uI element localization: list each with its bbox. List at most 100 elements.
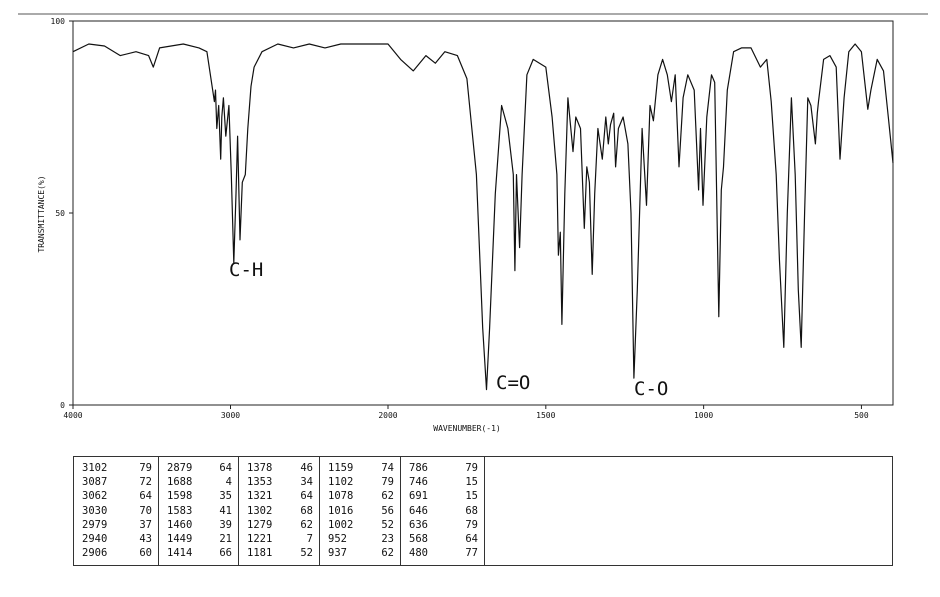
peak-wavenumber: 691	[409, 490, 428, 503]
peak-transmittance: 39	[219, 518, 232, 531]
peak-wavenumber: 952	[328, 533, 347, 546]
peak-wavenumber: 1353	[247, 476, 273, 489]
peak-wavenumber: 1449	[167, 533, 193, 546]
peak-table-row: 1414 66	[167, 546, 232, 560]
peak-wavenumber: 1181	[247, 547, 273, 560]
y-tick-label: 0	[60, 401, 65, 410]
peak-transmittance: 52	[381, 518, 394, 531]
peak-wavenumber: 1159	[328, 462, 354, 474]
peak-wavenumber: 1002	[328, 518, 354, 531]
peak-table-row: 3062 64	[82, 489, 152, 503]
peak-wavenumber: 1221	[247, 533, 273, 546]
peak-table-row: 786 79	[409, 461, 478, 475]
y-tick-label: 100	[51, 17, 66, 26]
annotation-ch: C-H	[229, 259, 263, 281]
plot-frame	[72, 20, 894, 406]
peak-transmittance: 23	[381, 533, 394, 546]
x-tick-label: 1000	[694, 411, 713, 420]
peak-transmittance: 4	[225, 476, 232, 489]
x-tick-label: 2000	[378, 411, 397, 420]
y-axis-title: TRANSMITTANCE(%)	[37, 175, 46, 252]
peak-table-row: 480 77	[409, 546, 478, 560]
peak-transmittance: 62	[381, 547, 394, 560]
x-tick-label: 1500	[536, 411, 555, 420]
peak-transmittance: 79	[381, 476, 394, 489]
peak-wavenumber: 1279	[247, 518, 273, 531]
peak-table-column: 2879 64 1688 4 1598 35 1583 41 1460 39 1449 21 1414 6…	[159, 457, 239, 565]
peak-transmittance: 64	[300, 490, 313, 503]
peak-wavenumber: 746	[409, 476, 428, 489]
peak-table-row: 568 64	[409, 532, 478, 546]
x-tick-label: 4000	[63, 411, 82, 420]
peak-wavenumber: 646	[409, 504, 428, 517]
peak-table-row: 1221 7	[247, 532, 313, 546]
y-tick-label: 50	[55, 209, 65, 218]
peak-wavenumber: 3102	[82, 462, 108, 474]
peak-wavenumber: 1688	[167, 476, 193, 489]
peak-transmittance: 64	[139, 490, 152, 503]
peak-table-row: 646 68	[409, 504, 478, 518]
peak-transmittance: 41	[219, 504, 232, 517]
peak-wavenumber: 3030	[82, 504, 108, 517]
peak-transmittance: 77	[465, 547, 478, 560]
peak-transmittance: 79	[139, 462, 152, 474]
peak-table-row: 2906 60	[82, 546, 152, 560]
peak-table-row: 1159 74	[328, 461, 394, 475]
peak-wavenumber: 1378	[247, 462, 273, 474]
peak-transmittance: 64	[465, 533, 478, 546]
x-tick-label: 500	[854, 411, 869, 420]
peak-table-row: 1598 35	[167, 489, 232, 503]
peak-wavenumber: 636	[409, 518, 428, 531]
peak-wavenumber: 1102	[328, 476, 354, 489]
peak-wavenumber: 1302	[247, 504, 273, 517]
peak-table-row: 3102 79	[82, 461, 152, 475]
peak-wavenumber: 3087	[82, 476, 108, 489]
peak-transmittance: 68	[465, 504, 478, 517]
peak-table-row: 2879 64	[167, 461, 232, 475]
peak-wavenumber: 2879	[167, 462, 193, 474]
peak-wavenumber: 937	[328, 547, 347, 560]
peak-table-row: 937 62	[328, 546, 394, 560]
peak-table-row: 3030 70	[82, 504, 152, 518]
peak-wavenumber: 1583	[167, 504, 193, 517]
peak-table-row: 691 15	[409, 489, 478, 503]
peak-transmittance: 79	[465, 518, 478, 531]
peak-table-row: 1460 39	[167, 518, 232, 532]
peak-table-row: 1016 56	[328, 504, 394, 518]
peak-table-row: 952 23	[328, 532, 394, 546]
peak-transmittance: 15	[465, 490, 478, 503]
peak-transmittance: 46	[300, 462, 313, 474]
peak-wavenumber: 2979	[82, 518, 108, 531]
peak-wavenumber: 1598	[167, 490, 193, 503]
peak-transmittance: 52	[300, 547, 313, 560]
peak-transmittance: 21	[219, 533, 232, 546]
peak-transmittance: 79	[465, 462, 478, 474]
peak-transmittance: 7	[306, 533, 313, 546]
peak-table-empty-area	[485, 457, 892, 565]
peak-table-row: 1688 4	[167, 475, 232, 489]
peak-table-row: 2979 37	[82, 518, 152, 532]
peak-wavenumber: 2906	[82, 547, 108, 560]
peak-transmittance: 66	[219, 547, 232, 560]
peak-wavenumber: 2940	[82, 533, 108, 546]
peak-table-row: 1449 21	[167, 532, 232, 546]
peak-table-row: 3087 72	[82, 475, 152, 489]
peak-wavenumber: 1016	[328, 504, 354, 517]
peak-wavenumber: 568	[409, 533, 428, 546]
peak-transmittance: 74	[381, 462, 394, 474]
peak-transmittance: 72	[139, 476, 152, 489]
x-tick-label: 3000	[221, 411, 240, 420]
peak-wavenumber: 786	[409, 462, 428, 474]
peak-wavenumber: 1078	[328, 490, 354, 503]
peak-transmittance: 15	[465, 476, 478, 489]
annotation-c-double-o: C=O	[496, 372, 530, 394]
y-axis-ticks: 100 50 0	[51, 17, 73, 410]
peak-wavenumber: 3062	[82, 490, 108, 503]
peak-table-row: 1583 41	[167, 504, 232, 518]
peak-transmittance: 68	[300, 504, 313, 517]
peak-table-row: 1279 62	[247, 518, 313, 532]
spectrum-series-line	[72, 43, 894, 391]
peak-table-row: 1378 46	[247, 461, 313, 475]
peak-transmittance: 37	[139, 518, 152, 531]
